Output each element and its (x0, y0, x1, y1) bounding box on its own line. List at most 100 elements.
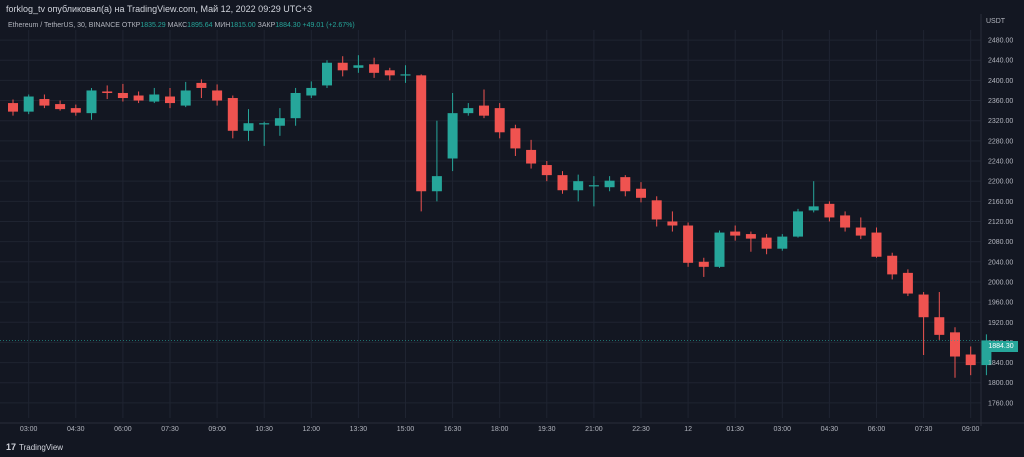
candle-body (777, 236, 788, 249)
candle-body (55, 104, 66, 110)
y-tick-label: 2360.00 (988, 98, 1013, 105)
candle-body (23, 96, 34, 112)
y-tick-label: 2440.00 (988, 58, 1013, 65)
candle-body (934, 317, 945, 335)
x-tick-label: 09:00 (208, 426, 226, 433)
candle-body (950, 332, 960, 357)
x-tick-label: 13:30 (350, 426, 368, 433)
candle-body (902, 272, 913, 294)
candle-body (840, 215, 851, 228)
low-value: 1815.00 (230, 22, 256, 29)
y-tick-label: 2280.00 (988, 138, 1013, 145)
candle-body (322, 62, 332, 86)
open-label: ОТКР (121, 22, 141, 29)
currency-label[interactable]: USDT (986, 18, 1006, 25)
candle-body (243, 123, 254, 131)
candle-body (353, 65, 364, 68)
candle-body (259, 123, 270, 125)
candle-body (588, 185, 599, 187)
candle-body (180, 90, 191, 106)
candle-body (227, 98, 238, 131)
candle-body (965, 354, 976, 366)
candle-body (86, 90, 97, 114)
x-tick-label: 18:00 (491, 426, 509, 433)
candle-body (714, 232, 725, 267)
candle-body (149, 94, 160, 102)
candle-body (557, 175, 568, 191)
y-tick-label: 2000.00 (988, 279, 1013, 286)
grid (0, 30, 981, 418)
candle-body (306, 87, 317, 96)
close-label: ЗАКР (257, 22, 276, 29)
candle-body (604, 180, 615, 188)
high-label: МАКС (167, 22, 188, 29)
candle-body (165, 96, 175, 104)
x-tick-label: 04:30 (821, 426, 839, 433)
candle-body (290, 92, 301, 119)
candle-body (212, 90, 223, 101)
candle-body (70, 108, 81, 113)
close-value: 1884.30 (275, 22, 301, 29)
candle-body (824, 203, 835, 218)
x-tick-label: 09:00 (962, 426, 980, 433)
y-tick-label: 1840.00 (988, 360, 1013, 367)
candle-body (636, 188, 646, 198)
x-tick-label: 21:00 (585, 426, 603, 433)
candle-body (745, 234, 756, 239)
x-tick-label: 01:30 (726, 426, 744, 433)
x-tick-label: 03:00 (774, 426, 792, 433)
x-tick-label: 19:30 (538, 426, 556, 433)
y-tick-label: 2400.00 (988, 78, 1013, 85)
symbol-info-line: Ethereum / TetherUS, 30, BINANCE ОТКР183… (8, 22, 355, 29)
axes: 1760.001800.001840.001880.001920.001960.… (0, 14, 1024, 433)
candle-body (102, 91, 113, 93)
y-tick-label: 1920.00 (988, 320, 1013, 327)
symbol-name: Ethereum / TetherUS, 30, BINANCE (8, 22, 120, 29)
y-tick-label: 1760.00 (988, 400, 1013, 407)
candle-body (871, 232, 882, 257)
y-tick-label: 2200.00 (988, 179, 1013, 186)
y-tick-label: 2320.00 (988, 118, 1013, 125)
y-tick-label: 2240.00 (988, 159, 1013, 166)
x-tick-label: 16:30 (444, 426, 462, 433)
y-tick-label: 2160.00 (988, 199, 1013, 206)
y-tick-label: 2080.00 (988, 239, 1013, 246)
x-tick-label: 04:30 (67, 426, 85, 433)
y-tick-label: 2480.00 (988, 38, 1013, 45)
candle-body (793, 211, 803, 237)
open-value: 1835.29 (140, 22, 166, 29)
tradingview-logo[interactable]: 17 TradingView (6, 442, 63, 452)
y-tick-label: 2040.00 (988, 259, 1013, 266)
low-label: МИН (214, 22, 231, 29)
candle-body (196, 82, 207, 88)
candle-body (431, 176, 442, 192)
candle-body (918, 294, 929, 318)
x-tick-label: 06:00 (868, 426, 886, 433)
high-value: 1895.64 (187, 22, 213, 29)
candle-body (494, 108, 505, 133)
candle-body (526, 149, 537, 164)
candle-body (887, 255, 898, 275)
x-tick-label: 15:00 (397, 426, 415, 433)
candle-body (698, 261, 709, 267)
candles (8, 55, 992, 378)
candle-body (39, 99, 50, 106)
candle-body (133, 95, 144, 101)
x-tick-label: 12:00 (303, 426, 321, 433)
candle-body (369, 64, 380, 73)
x-tick-label: 07:30 (161, 426, 179, 433)
x-tick-label: 03:00 (20, 426, 38, 433)
candle-body (620, 177, 631, 192)
y-tick-label: 1800.00 (988, 380, 1013, 387)
brand-name: TradingView (19, 442, 64, 452)
candle-body (8, 103, 18, 112)
candle-body (337, 62, 348, 71)
candle-body (573, 181, 584, 191)
candle-body (683, 225, 694, 263)
candle-body (541, 165, 552, 176)
y-tick-label: 1960.00 (988, 300, 1013, 307)
candle-body (761, 237, 772, 249)
candle-body (117, 92, 128, 99)
candle-body (384, 70, 395, 76)
